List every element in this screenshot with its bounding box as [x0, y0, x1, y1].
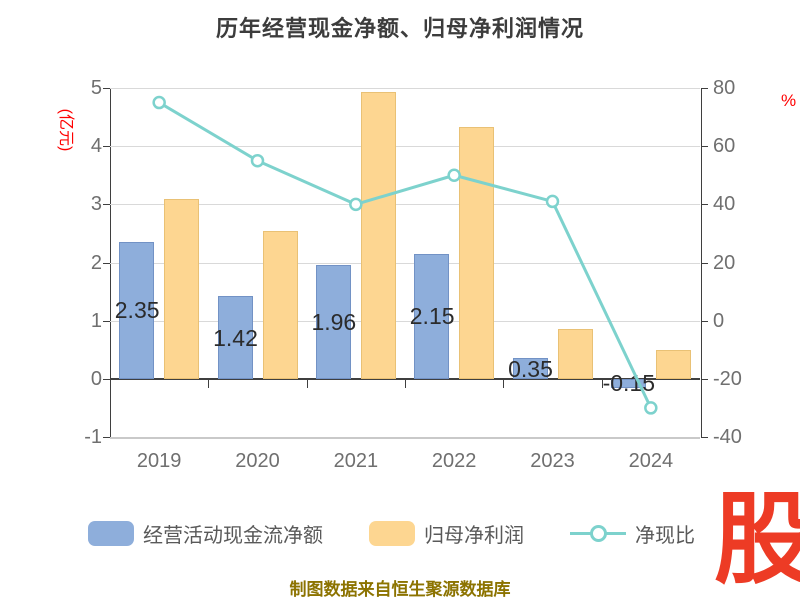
bar-net-profit [655, 349, 691, 379]
x-axis-label: 2021 [333, 450, 379, 472]
y-axis-label-right: -20 [713, 367, 742, 390]
y-axis-label-right: 0 [713, 309, 725, 332]
y-axis-label-left: 5 [90, 77, 102, 99]
y-axis-label-left: 1 [90, 309, 102, 332]
legend-label: 净现比 [635, 525, 695, 547]
y-axis-tick-right [701, 146, 708, 148]
bar-value-label: 1.96 [311, 308, 357, 335]
bar-value-label: -0.15 [602, 370, 656, 397]
y-axis-tick-left [103, 437, 110, 438]
y-axis-label-left: 2 [90, 251, 102, 274]
logo-watermark: 股 [714, 484, 800, 596]
y-axis-label-right: -40 [713, 426, 742, 448]
y-axis-tick-left [103, 262, 110, 264]
y-axis-tick-left [103, 204, 110, 206]
bar-net-profit [459, 126, 495, 379]
right-axis-unit: % [781, 91, 797, 110]
page-title: 历年经营现金净额、归母净利润情况 [215, 16, 584, 41]
legend-label: 归母净利润 [424, 525, 524, 547]
legend-swatch [369, 521, 415, 546]
data-source-note: 制图数据来自恒生聚源数据库 [289, 580, 511, 599]
y-axis-tick-left [103, 88, 110, 89]
legend-swatch [88, 521, 134, 546]
y-axis-tick-right [701, 437, 708, 438]
y-axis-tick-right [701, 262, 708, 264]
y-axis-tick-left [103, 146, 110, 148]
grid-line [110, 146, 700, 148]
legend-item-1[interactable]: 归母净利润 [369, 519, 524, 548]
bar-value-label: 2.15 [409, 303, 455, 330]
bar-net-profit [262, 230, 298, 379]
bar-value-label: 0.35 [508, 355, 553, 382]
x-axis-tick [405, 378, 406, 388]
y-axis-label-left: -1 [84, 426, 102, 448]
y-axis-tick-right [701, 320, 708, 322]
y-axis-tick-right [701, 88, 708, 89]
y-axis-label-left: 3 [90, 193, 102, 216]
grid-line [110, 88, 700, 89]
x-axis-label: 2020 [235, 450, 280, 472]
y-axis-label-right: 80 [713, 77, 736, 99]
x-axis-label: 2024 [628, 450, 674, 472]
bar-net-profit [164, 198, 200, 379]
y-axis-label-right: 20 [713, 251, 736, 274]
bar-value-label: 1.42 [213, 324, 258, 351]
y-axis-label-left: 4 [90, 135, 102, 158]
y-axis-label-right: 40 [713, 193, 736, 216]
x-axis-tick [306, 378, 308, 388]
y-axis-tick-left [103, 378, 110, 380]
legend-item-0[interactable]: 经营活动现金流净额 [88, 519, 323, 548]
legend-item-2[interactable]: 净现比 [570, 519, 695, 548]
y-axis-label-left: 0 [90, 367, 102, 390]
y-axis-tick-left [103, 320, 110, 322]
legend-label: 经营活动现金流净额 [143, 525, 323, 547]
bar-value-label: 2.35 [114, 297, 160, 324]
x-axis-label: 2022 [431, 450, 477, 472]
y-axis-tick-right [701, 378, 708, 380]
grid-line [110, 437, 700, 439]
legend-line-marker [570, 521, 626, 546]
x-axis-tick [208, 378, 210, 388]
y-axis-tick-right [701, 204, 708, 206]
y-axis-label-right: 60 [713, 135, 736, 158]
x-axis-label: 2023 [530, 450, 575, 472]
bar-operating-cashflow [119, 242, 155, 379]
x-axis-label: 2019 [136, 450, 182, 472]
legend: 经营活动现金流净额 归母净利润 净现比 [88, 519, 695, 548]
